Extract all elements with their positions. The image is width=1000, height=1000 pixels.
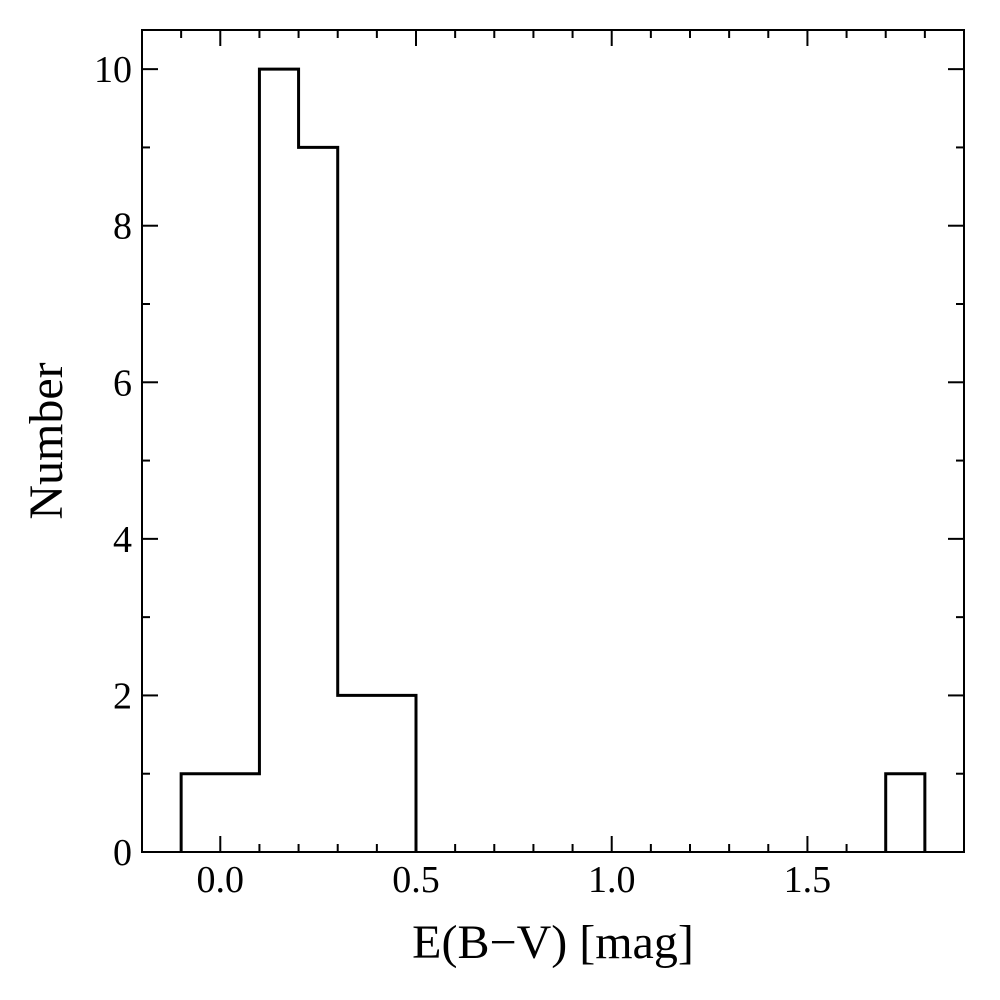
- x-tick-label: 0.0: [197, 859, 245, 901]
- plot-frame: [141, 29, 965, 853]
- y-tick-label: 10: [94, 49, 132, 91]
- y-tick-label: 6: [113, 362, 132, 404]
- y-tick-label: 2: [113, 675, 132, 717]
- histogram-outline: [179, 67, 927, 852]
- y-tick-labels: 0 2 4 6 8 10: [94, 49, 132, 874]
- x-tick-label: 1.0: [588, 859, 636, 901]
- x-tick-labels: 0.0 0.5 1.0 1.5: [197, 859, 832, 901]
- ticks-layer: [141, 30, 965, 853]
- y-tick-label: 4: [113, 519, 132, 561]
- y-axis-label: Number: [20, 362, 73, 519]
- y-tick-label: 0: [113, 832, 132, 874]
- x-axis-label: E(B−V) [mag]: [412, 916, 694, 969]
- y-tick-label: 8: [113, 206, 132, 248]
- x-tick-label: 0.5: [392, 859, 440, 901]
- x-tick-label: 1.5: [784, 859, 832, 901]
